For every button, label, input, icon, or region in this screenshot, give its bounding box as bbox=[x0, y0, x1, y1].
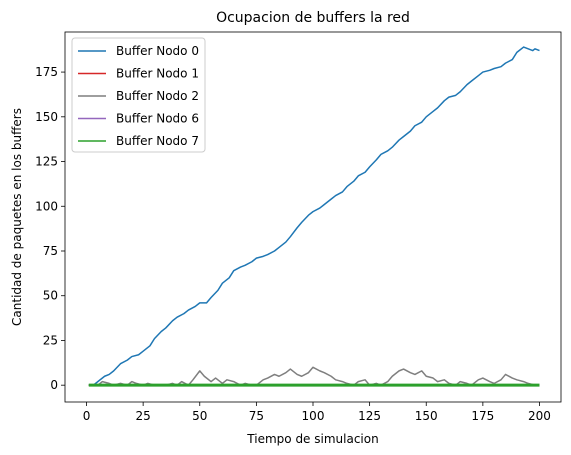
x-tick-label: 200 bbox=[528, 409, 551, 423]
y-tick-label: 150 bbox=[35, 110, 58, 124]
y-axis: 0 25 50 75 100 125 150 175 bbox=[35, 65, 65, 392]
legend-label: Buffer Nodo 0 bbox=[116, 44, 199, 58]
legend-label: Buffer Nodo 7 bbox=[116, 134, 199, 148]
series-layer bbox=[88, 46, 540, 387]
x-tick-label: 150 bbox=[415, 409, 438, 423]
x-tick-label: 25 bbox=[135, 409, 150, 423]
y-tick-label: 50 bbox=[43, 289, 58, 303]
x-axis: 0 25 50 75 100 125 150 175 200 bbox=[83, 402, 551, 423]
x-tick-label: 125 bbox=[358, 409, 381, 423]
y-tick-label: 125 bbox=[35, 155, 58, 169]
y-tick-label: 25 bbox=[43, 333, 58, 347]
y-tick-label: 75 bbox=[43, 244, 58, 258]
legend-label: Buffer Nodo 2 bbox=[116, 89, 199, 103]
x-tick-label: 100 bbox=[302, 409, 325, 423]
y-tick-label: 175 bbox=[35, 65, 58, 79]
x-tick-label: 0 bbox=[83, 409, 91, 423]
x-tick-label: 75 bbox=[249, 409, 264, 423]
legend-label: Buffer Nodo 1 bbox=[116, 67, 199, 81]
series-line-buffer-nodo-0 bbox=[88, 46, 540, 386]
chart-title: Ocupacion de buffers la red bbox=[216, 10, 410, 26]
legend-label: Buffer Nodo 6 bbox=[116, 112, 199, 126]
legend: Buffer Nodo 0 Buffer Nodo 1 Buffer Nodo 2 B… bbox=[71, 37, 206, 153]
x-axis-label: Tiempo de simulacion bbox=[246, 432, 378, 446]
x-tick-label: 175 bbox=[471, 409, 494, 423]
x-tick-label: 50 bbox=[192, 409, 207, 423]
y-tick-label: 0 bbox=[50, 378, 58, 392]
legend-box bbox=[71, 37, 206, 153]
y-axis-label: Cantidad de paquetes en los buffers bbox=[10, 108, 24, 326]
y-tick-label: 100 bbox=[35, 199, 58, 213]
series-line-buffer-nodo-2 bbox=[88, 366, 540, 386]
